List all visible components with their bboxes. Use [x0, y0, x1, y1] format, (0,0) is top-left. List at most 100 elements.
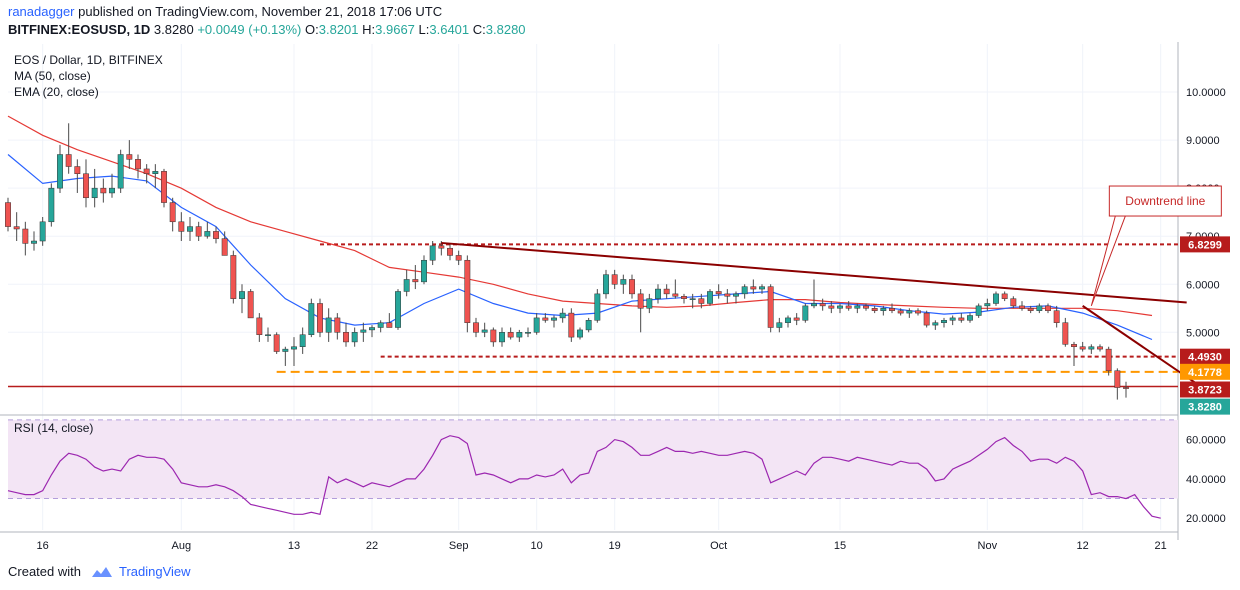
candle-body	[386, 322, 393, 328]
candle-body	[646, 298, 653, 309]
x-tick-label: 21	[1155, 540, 1167, 552]
tradingview-link[interactable]: TradingView	[118, 564, 191, 579]
publish-line: ranadagger published on TradingView.com,…	[8, 4, 442, 19]
candle-body	[13, 226, 20, 230]
candle-body	[1071, 344, 1077, 347]
candle-body	[195, 226, 202, 237]
candle-body	[273, 334, 280, 352]
open-value: 3.8201	[318, 22, 359, 37]
tradingview-logo-icon	[91, 566, 112, 577]
x-tick-label: 15	[834, 540, 846, 552]
y-tick-label: 10.0000	[1186, 87, 1226, 99]
candle-body	[1036, 305, 1043, 311]
y-tick-label: 9.0000	[1186, 135, 1220, 147]
candle-body	[785, 317, 791, 323]
candle-body	[715, 291, 722, 295]
candle-body	[672, 293, 679, 297]
candle-body	[854, 305, 861, 309]
candle-body	[603, 274, 609, 295]
candle-body	[897, 310, 904, 314]
candle-body	[395, 291, 401, 328]
annotation-box	[1108, 185, 1222, 217]
candle-body	[1105, 348, 1112, 372]
candle-body	[923, 312, 930, 326]
created-with-text: Created with	[8, 564, 81, 579]
candle-body	[256, 317, 263, 335]
candle-body	[880, 308, 887, 311]
candle-body	[689, 298, 696, 300]
candle-body	[906, 310, 913, 314]
candle-body	[802, 305, 809, 321]
candle-body	[932, 322, 939, 326]
candle-body	[1079, 346, 1086, 350]
candle-body	[360, 329, 367, 333]
candle-body	[516, 332, 523, 338]
rsi-y-tick-label: 20.0000	[1186, 513, 1226, 525]
candle-body	[403, 279, 410, 292]
candle-body	[247, 291, 254, 319]
price-label-bg	[1180, 363, 1230, 380]
candle-body	[499, 332, 505, 343]
price-label: 6.8299	[1188, 239, 1222, 251]
candle-body	[663, 288, 670, 295]
candle-body	[698, 298, 705, 304]
candle-body	[759, 286, 765, 290]
candle-body	[863, 305, 869, 309]
ma50-line	[7, 115, 1153, 317]
candle-body	[1053, 310, 1060, 323]
price-label: 4.4930	[1188, 352, 1222, 364]
candle-body	[221, 238, 228, 256]
rsi-line	[7, 435, 1161, 519]
x-tick-label: Sep	[449, 540, 469, 552]
price-chart[interactable]: 10.00009.00008.00007.00006.00005.000060.…	[0, 42, 1240, 560]
candle-body	[793, 317, 800, 321]
candle-body	[1019, 305, 1025, 309]
x-tick-label: 12	[1077, 540, 1089, 552]
downtrend-line	[441, 241, 1187, 304]
candle-body	[1010, 298, 1017, 307]
grid	[8, 44, 1178, 530]
price-label-bg	[1180, 398, 1230, 415]
candle-body	[525, 332, 531, 334]
candle-body	[559, 312, 566, 319]
candle-body	[819, 303, 826, 307]
candle-body	[187, 226, 193, 232]
open-label: O:	[305, 22, 319, 37]
candle-body	[741, 286, 748, 295]
candle-body	[161, 171, 167, 203]
rsi-y-tick-label: 40.0000	[1186, 474, 1226, 486]
candle-body	[837, 305, 843, 309]
close-label: C:	[472, 22, 486, 37]
candle-body	[949, 317, 956, 321]
candle-body	[204, 231, 211, 237]
price-label-bg	[1180, 348, 1230, 365]
candle-body	[975, 305, 982, 316]
downtrend-line	[1082, 305, 1196, 384]
candle-body	[265, 334, 271, 336]
x-tick-label: 19	[609, 540, 621, 552]
candle-body	[455, 255, 462, 261]
candle-body	[473, 322, 479, 333]
candle-body	[1114, 370, 1121, 388]
author-link[interactable]: ranadagger	[8, 4, 75, 19]
price-label-bg	[1180, 381, 1230, 398]
annotation-pointer	[1090, 215, 1126, 307]
candle-body	[74, 166, 81, 174]
candle-body	[438, 245, 445, 249]
x-tick-label: 16	[37, 540, 49, 552]
candle-body	[958, 317, 965, 321]
candle-body	[117, 154, 124, 189]
candle-body	[282, 348, 289, 352]
candle-body	[828, 305, 835, 309]
candle-body	[412, 279, 419, 283]
rsi-band	[8, 419, 1178, 499]
candle-body	[299, 334, 306, 347]
candle-body	[941, 320, 947, 323]
symbol-label: BITFINEX:EOSUSD, 1D	[8, 22, 151, 37]
candle-body	[724, 293, 731, 297]
candle-body	[334, 317, 341, 333]
candle-body	[1045, 305, 1051, 311]
candles	[5, 123, 1129, 400]
low-label: L:	[418, 22, 430, 37]
candle-body	[39, 221, 46, 242]
